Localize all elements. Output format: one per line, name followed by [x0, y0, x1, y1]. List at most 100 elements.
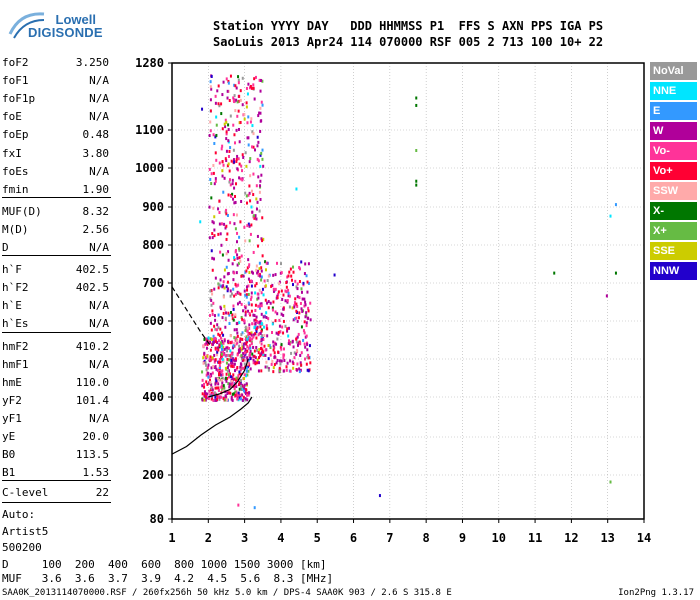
x-tick-label: 13 — [600, 531, 614, 545]
echo-point — [219, 356, 222, 360]
echo-point — [245, 374, 248, 378]
echo-point — [220, 307, 223, 311]
param-value: 402.5 — [75, 281, 109, 295]
echo-point — [240, 354, 243, 358]
echo-point — [219, 278, 222, 282]
echo-point — [216, 89, 219, 93]
echo-point — [259, 354, 262, 358]
echo-point — [212, 163, 215, 167]
isolated-echoes — [199, 96, 617, 510]
echo-point — [235, 385, 238, 389]
echo-point — [209, 355, 212, 359]
echo-point — [304, 315, 307, 319]
echo-point — [278, 359, 281, 363]
echo-point — [247, 82, 250, 86]
echo-point — [220, 352, 223, 356]
echo-point — [229, 341, 232, 345]
echo-point — [296, 362, 299, 366]
echo-point — [269, 346, 272, 350]
echo-point — [211, 356, 214, 360]
echo-point — [304, 262, 307, 266]
echo-point — [228, 373, 231, 377]
echo-point — [303, 272, 306, 276]
echo-point — [216, 397, 219, 401]
echo-point — [225, 285, 228, 289]
legend-item: NoVal — [650, 62, 697, 80]
echo-point — [219, 360, 222, 364]
echo-point — [234, 383, 237, 387]
echo-point — [238, 176, 241, 180]
echo-point — [239, 372, 242, 376]
echo-point — [333, 273, 336, 277]
echo-point — [258, 267, 261, 271]
echo-point — [255, 330, 258, 334]
echo-point — [227, 81, 230, 85]
echo-point — [208, 167, 211, 171]
autoscale-info: 500200 — [2, 541, 42, 555]
echo-point — [209, 321, 212, 325]
param-label: h`Es — [2, 317, 29, 331]
x-tick-label: 9 — [459, 531, 466, 545]
echo-point — [235, 86, 238, 90]
echo-point — [229, 114, 232, 118]
echo-point — [216, 377, 219, 381]
echo-point — [296, 335, 299, 339]
echo-point — [248, 311, 251, 315]
echo-point — [238, 121, 241, 125]
echo-point — [213, 228, 216, 232]
echo-point — [246, 356, 249, 360]
echo-point — [214, 392, 217, 396]
echo-point — [236, 339, 239, 343]
echo-point — [293, 356, 296, 360]
echo-point — [213, 360, 216, 364]
echo-point — [252, 335, 255, 339]
legend-item: NNE — [650, 82, 697, 100]
echo-point — [254, 360, 257, 364]
echo-point — [242, 358, 245, 362]
echo-point — [304, 300, 307, 304]
echo-point — [259, 111, 262, 115]
echo-point — [217, 332, 220, 336]
echo-point — [609, 214, 612, 218]
echo-point — [265, 360, 268, 364]
echo-point — [211, 256, 214, 260]
echo-point — [218, 344, 221, 348]
echo-point — [236, 256, 239, 260]
echo-point — [261, 79, 264, 83]
echo-point — [235, 128, 238, 132]
echo-point — [228, 369, 231, 373]
echo-point — [248, 271, 251, 275]
echo-point — [254, 356, 257, 360]
echo-point — [254, 318, 257, 322]
echo-point — [229, 221, 232, 225]
echo-point — [255, 327, 258, 331]
x-tick-label: 4 — [277, 531, 284, 545]
virtual-height-trace-line — [208, 358, 249, 398]
echo-point — [241, 153, 244, 157]
echo-point — [211, 309, 214, 313]
echo-point — [237, 383, 240, 387]
echo-point — [236, 377, 239, 381]
echo-point — [245, 341, 248, 345]
echo-point — [228, 180, 231, 184]
echo-point — [261, 157, 264, 161]
echo-point — [217, 348, 220, 352]
echo-point — [238, 247, 241, 251]
echo-point — [280, 343, 283, 347]
echo-point — [295, 285, 298, 289]
echo-point — [281, 297, 284, 301]
echo-point — [246, 344, 249, 348]
echo-point — [212, 342, 215, 346]
echo-point — [226, 392, 229, 396]
echo-point — [244, 325, 247, 329]
echo-point — [241, 317, 244, 321]
echo-point — [249, 357, 252, 361]
echo-point — [218, 364, 221, 368]
echo-point — [217, 207, 220, 211]
echo-point — [210, 386, 213, 390]
muf-distance-table: D 100 200 400 600 800 1000 1500 3000 [km… — [2, 558, 333, 586]
echo-point — [257, 175, 260, 179]
echo-point — [252, 271, 255, 275]
echo-point — [214, 327, 217, 331]
echo-point — [265, 324, 268, 328]
